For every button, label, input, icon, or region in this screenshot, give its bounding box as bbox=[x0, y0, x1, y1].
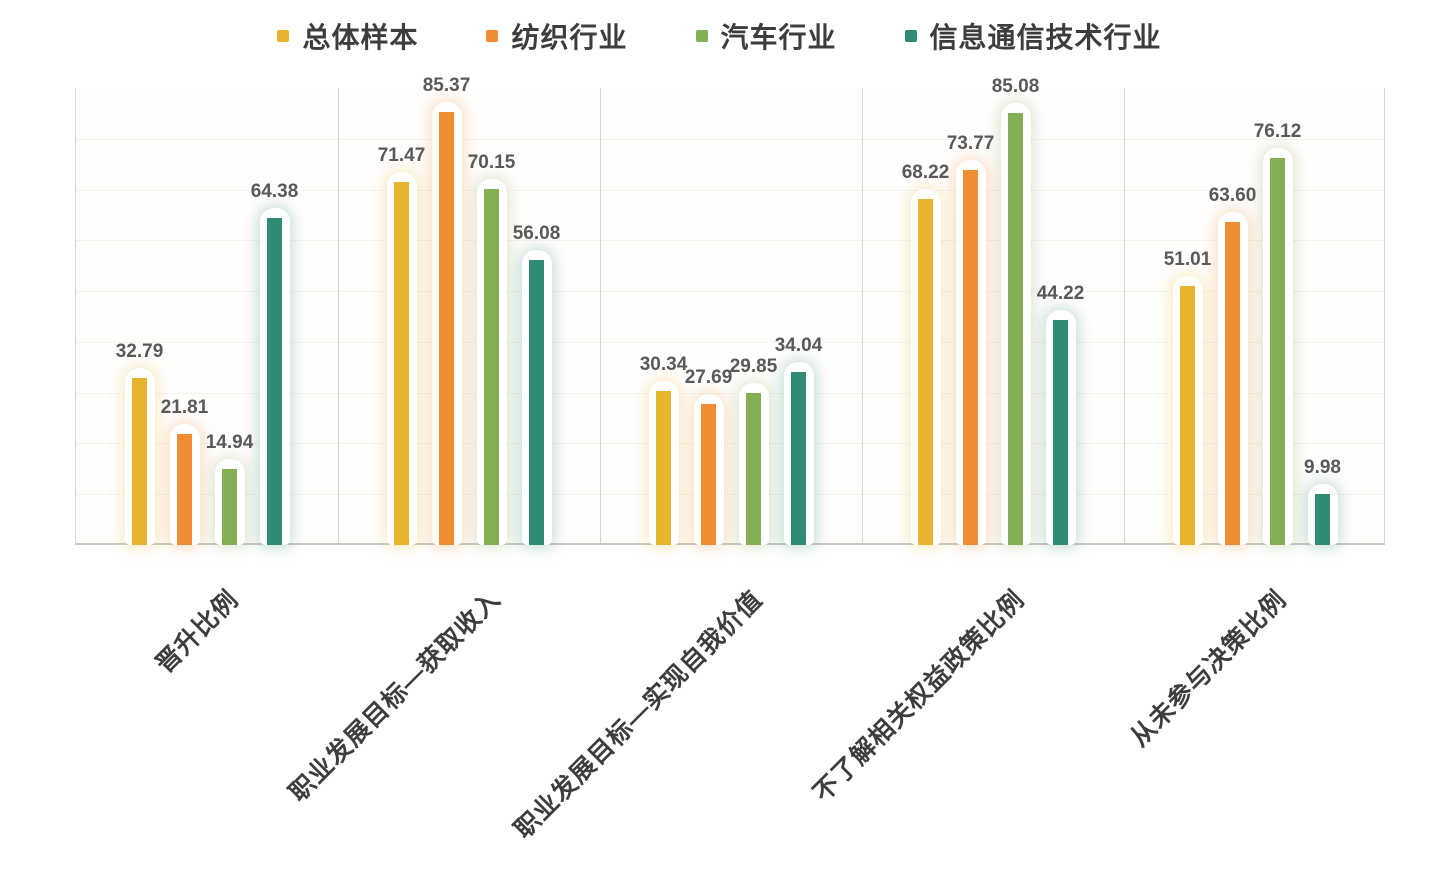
bar-value-label: 29.85 bbox=[729, 356, 778, 378]
bar-汽车行业-4 bbox=[1270, 158, 1285, 545]
bar-value-label: 76.12 bbox=[1253, 121, 1302, 143]
gridline bbox=[76, 291, 1384, 293]
legend-swatch-textile-icon bbox=[486, 30, 499, 42]
bar-value-label: 70.15 bbox=[467, 151, 516, 173]
bar-总体样本-4 bbox=[1180, 285, 1195, 545]
bar-纺织行业-4 bbox=[1225, 222, 1240, 545]
bar-总体样本-2 bbox=[656, 390, 671, 545]
bar-value-label: 56.08 bbox=[512, 223, 561, 245]
bar-value-label: 73.77 bbox=[946, 133, 995, 155]
bar-value-label: 85.08 bbox=[991, 75, 1040, 97]
legend-item-automotive: 汽车行业 bbox=[695, 16, 837, 56]
panel-divider bbox=[1124, 88, 1125, 543]
panel-divider bbox=[862, 88, 863, 543]
bar-value-label: 9.98 bbox=[1304, 457, 1341, 479]
bar-信息通信技术行业-0 bbox=[267, 218, 282, 545]
legend-swatch-automotive-icon bbox=[695, 30, 708, 42]
x-axis-label: 职业发展目标—获取收入 bbox=[283, 585, 507, 808]
x-axis-label: 晋升比例 bbox=[150, 585, 245, 679]
bar-总体样本-1 bbox=[394, 182, 409, 545]
bar-value-label: 64.38 bbox=[250, 181, 299, 203]
x-axis-label: 不了解相关权益政策比例 bbox=[807, 585, 1031, 808]
bar-value-label: 68.22 bbox=[901, 161, 950, 183]
legend-label-ict: 信息通信技术行业 bbox=[929, 22, 1162, 53]
bar-value-label: 44.22 bbox=[1036, 283, 1085, 305]
bar-value-label: 51.01 bbox=[1163, 248, 1212, 270]
bar-value-label: 85.37 bbox=[422, 74, 471, 96]
bar-汽车行业-3 bbox=[1008, 112, 1023, 545]
bar-value-label: 63.60 bbox=[1208, 185, 1257, 207]
chart-legend: 总体样本 纺织行业 汽车行业 信息通信技术行业 bbox=[0, 16, 1439, 56]
bar-value-label: 34.04 bbox=[774, 335, 823, 357]
gridline bbox=[76, 240, 1384, 242]
bar-value-label: 32.79 bbox=[115, 341, 164, 363]
legend-item-textile: 纺织行业 bbox=[486, 16, 627, 56]
bar-总体样本-0 bbox=[132, 378, 147, 545]
gridline bbox=[76, 494, 1384, 496]
legend-item-ict: 信息通信技术行业 bbox=[904, 16, 1162, 56]
legend-label-overall: 总体样本 bbox=[302, 22, 419, 53]
bar-信息通信技术行业-2 bbox=[791, 372, 806, 545]
bar-纺织行业-3 bbox=[963, 170, 978, 545]
bar-汽车行业-1 bbox=[484, 188, 499, 545]
panel-divider bbox=[338, 88, 339, 543]
legend-label-automotive: 汽车行业 bbox=[720, 22, 837, 53]
bar-纺织行业-2 bbox=[701, 404, 716, 545]
bar-信息通信技术行业-4 bbox=[1315, 494, 1330, 545]
bar-信息通信技术行业-1 bbox=[529, 260, 544, 545]
bar-value-label: 14.94 bbox=[205, 432, 254, 454]
gridline bbox=[76, 341, 1384, 343]
bar-纺织行业-0 bbox=[177, 434, 192, 545]
gridline bbox=[76, 443, 1384, 445]
bar-汽车行业-2 bbox=[746, 393, 761, 545]
plot-area: 32.79 71.47 30.34 68.22 51.01 21.81 85.37 27.69… bbox=[75, 75, 1385, 545]
legend-swatch-ict-icon bbox=[904, 30, 917, 42]
bar-总体样本-3 bbox=[918, 198, 933, 545]
bar-信息通信技术行业-3 bbox=[1053, 320, 1068, 545]
x-axis-label: 从未参与决策比例 bbox=[1125, 585, 1293, 753]
legend-swatch-overall-icon bbox=[277, 30, 290, 42]
bar-value-label: 27.69 bbox=[684, 367, 733, 389]
x-axis-label: 职业发展目标—实现自我价值 bbox=[509, 585, 769, 845]
gridline bbox=[76, 392, 1384, 394]
bar-value-label: 30.34 bbox=[639, 353, 688, 375]
bar-纺织行业-1 bbox=[439, 111, 454, 545]
legend-label-textile: 纺织行业 bbox=[511, 22, 628, 53]
bar-value-label: 71.47 bbox=[377, 145, 426, 167]
panel-divider bbox=[600, 88, 601, 543]
legend-item-overall: 总体样本 bbox=[277, 16, 418, 56]
gridline bbox=[76, 138, 1384, 140]
bar-汽车行业-0 bbox=[222, 469, 237, 545]
bar-value-label: 21.81 bbox=[160, 397, 209, 419]
gridline bbox=[76, 189, 1384, 191]
